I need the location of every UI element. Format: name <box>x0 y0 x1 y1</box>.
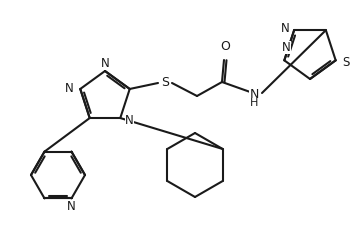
Text: N: N <box>249 88 259 101</box>
Text: H: H <box>250 98 258 108</box>
Text: S: S <box>343 56 350 69</box>
Text: N: N <box>67 200 76 214</box>
Text: N: N <box>280 22 289 35</box>
Text: N: N <box>65 82 73 95</box>
Text: N: N <box>282 41 291 54</box>
Text: S: S <box>161 77 169 90</box>
Text: O: O <box>220 40 230 53</box>
Text: N: N <box>125 113 134 127</box>
Text: N: N <box>101 57 109 70</box>
